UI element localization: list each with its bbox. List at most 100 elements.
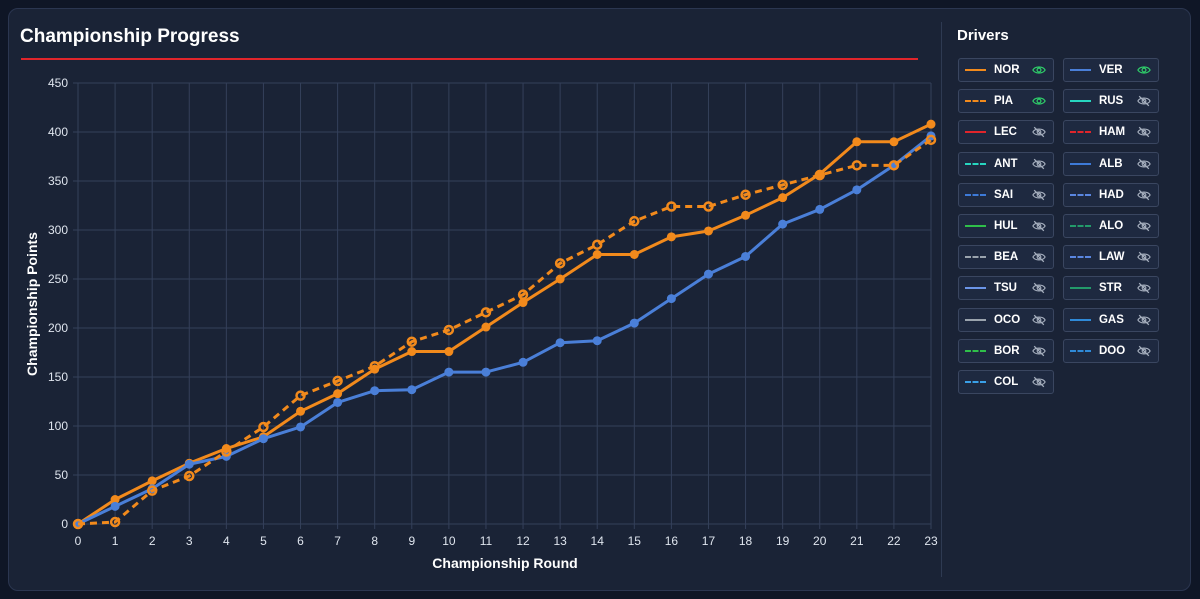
data-point-ver[interactable]: [333, 397, 343, 407]
eye-icon[interactable]: [1137, 63, 1151, 77]
data-point-ver[interactable]: [110, 501, 120, 511]
eye-icon[interactable]: [1032, 63, 1046, 77]
eye-off-icon[interactable]: [1137, 313, 1151, 327]
data-point-ver[interactable]: [370, 386, 380, 396]
data-point-pia[interactable]: [221, 446, 232, 457]
eye-icon[interactable]: [1032, 94, 1046, 108]
eye-off-icon[interactable]: [1032, 313, 1046, 327]
data-point-pia[interactable]: [814, 169, 825, 181]
driver-toggle-ham[interactable]: HAM: [1063, 120, 1159, 145]
data-point-ver[interactable]: [518, 357, 528, 367]
data-point-nor[interactable]: [666, 232, 676, 242]
driver-toggle-doo[interactable]: DOO: [1063, 338, 1159, 363]
data-point-pia[interactable]: [295, 390, 306, 401]
driver-toggle-lec[interactable]: LEC: [958, 120, 1054, 145]
data-point-nor[interactable]: [147, 476, 157, 486]
data-point-ver[interactable]: [778, 219, 788, 229]
data-point-pia[interactable]: [517, 289, 529, 300]
driver-toggle-alo[interactable]: ALO: [1063, 214, 1159, 238]
data-point-ver[interactable]: [444, 367, 454, 377]
data-point-ver[interactable]: [555, 338, 565, 348]
data-point-ver[interactable]: [184, 459, 194, 469]
data-point-ver[interactable]: [481, 367, 491, 377]
eye-off-icon[interactable]: [1137, 125, 1151, 139]
data-point-nor[interactable]: [444, 347, 454, 357]
driver-toggle-nor[interactable]: NOR: [958, 58, 1054, 82]
data-point-ver[interactable]: [258, 434, 268, 444]
eye-off-icon[interactable]: [1137, 344, 1151, 358]
data-point-pia[interactable]: [591, 239, 603, 250]
data-point-ver[interactable]: [703, 269, 713, 279]
data-point-ver[interactable]: [815, 204, 825, 214]
data-point-pia[interactable]: [184, 470, 195, 482]
data-point-pia[interactable]: [777, 179, 788, 191]
data-point-ver[interactable]: [741, 251, 751, 261]
eye-off-icon[interactable]: [1137, 250, 1151, 264]
eye-off-icon[interactable]: [1032, 188, 1046, 202]
data-point-pia[interactable]: [740, 189, 751, 200]
driver-toggle-had[interactable]: HAD: [1063, 182, 1159, 207]
data-point-nor[interactable]: [926, 119, 936, 129]
data-point-ver[interactable]: [629, 318, 639, 328]
eye-off-icon[interactable]: [1032, 125, 1046, 139]
data-point-pia[interactable]: [480, 307, 492, 318]
data-point-pia[interactable]: [888, 160, 900, 171]
data-point-pia[interactable]: [443, 324, 455, 336]
data-point-pia[interactable]: [925, 134, 937, 146]
data-point-pia[interactable]: [703, 201, 714, 212]
eye-off-icon[interactable]: [1137, 188, 1151, 202]
data-point-nor[interactable]: [333, 389, 343, 399]
data-point-nor[interactable]: [778, 193, 788, 203]
driver-toggle-pia[interactable]: PIA: [958, 89, 1054, 114]
eye-off-icon[interactable]: [1137, 219, 1151, 233]
data-point-nor[interactable]: [592, 250, 602, 259]
eye-off-icon[interactable]: [1137, 281, 1151, 295]
eye-off-icon[interactable]: [1137, 157, 1151, 171]
data-point-pia[interactable]: [72, 518, 84, 530]
data-point-pia[interactable]: [554, 258, 566, 269]
driver-toggle-alb[interactable]: ALB: [1063, 151, 1159, 176]
data-point-ver[interactable]: [852, 185, 862, 195]
data-point-ver[interactable]: [407, 385, 417, 395]
eye-off-icon[interactable]: [1032, 219, 1046, 233]
eye-off-icon[interactable]: [1032, 344, 1046, 358]
driver-toggle-tsu[interactable]: TSU: [958, 276, 1054, 301]
data-point-nor[interactable]: [555, 274, 565, 284]
data-point-nor[interactable]: [741, 210, 751, 220]
data-point-nor[interactable]: [481, 322, 491, 332]
driver-toggle-rus[interactable]: RUS: [1063, 89, 1159, 114]
driver-toggle-bea[interactable]: BEA: [958, 245, 1054, 270]
driver-toggle-oco[interactable]: OCO: [958, 307, 1054, 332]
data-point-nor[interactable]: [703, 226, 713, 236]
data-point-nor[interactable]: [852, 137, 862, 147]
data-point-nor[interactable]: [296, 406, 306, 416]
driver-toggle-col[interactable]: COL: [958, 370, 1054, 394]
data-point-pia[interactable]: [109, 516, 121, 528]
data-point-ver[interactable]: [296, 422, 306, 432]
data-point-ver[interactable]: [666, 294, 676, 304]
data-point-nor[interactable]: [889, 137, 899, 147]
driver-toggle-ant[interactable]: ANT: [958, 151, 1054, 176]
data-point-pia[interactable]: [666, 201, 677, 212]
data-point-nor[interactable]: [407, 347, 417, 357]
driver-toggle-hul[interactable]: HUL: [958, 214, 1054, 238]
data-point-pia[interactable]: [406, 336, 418, 347]
driver-toggle-str[interactable]: STR: [1063, 276, 1159, 301]
data-point-pia[interactable]: [851, 160, 863, 171]
data-point-pia[interactable]: [146, 485, 158, 496]
data-point-nor[interactable]: [518, 298, 528, 308]
data-point-pia[interactable]: [369, 360, 380, 372]
data-point-ver[interactable]: [592, 336, 602, 346]
eye-off-icon[interactable]: [1032, 281, 1046, 295]
driver-toggle-ver[interactable]: VER: [1063, 58, 1159, 82]
data-point-pia[interactable]: [258, 421, 269, 433]
driver-toggle-gas[interactable]: GAS: [1063, 307, 1159, 332]
driver-toggle-law[interactable]: LAW: [1063, 245, 1159, 270]
data-point-nor[interactable]: [629, 250, 639, 259]
eye-off-icon[interactable]: [1032, 250, 1046, 264]
data-point-nor[interactable]: [110, 495, 120, 504]
data-point-pia[interactable]: [332, 375, 343, 387]
eye-off-icon[interactable]: [1032, 157, 1046, 171]
data-point-pia[interactable]: [629, 215, 640, 227]
driver-toggle-bor[interactable]: BOR: [958, 338, 1054, 363]
